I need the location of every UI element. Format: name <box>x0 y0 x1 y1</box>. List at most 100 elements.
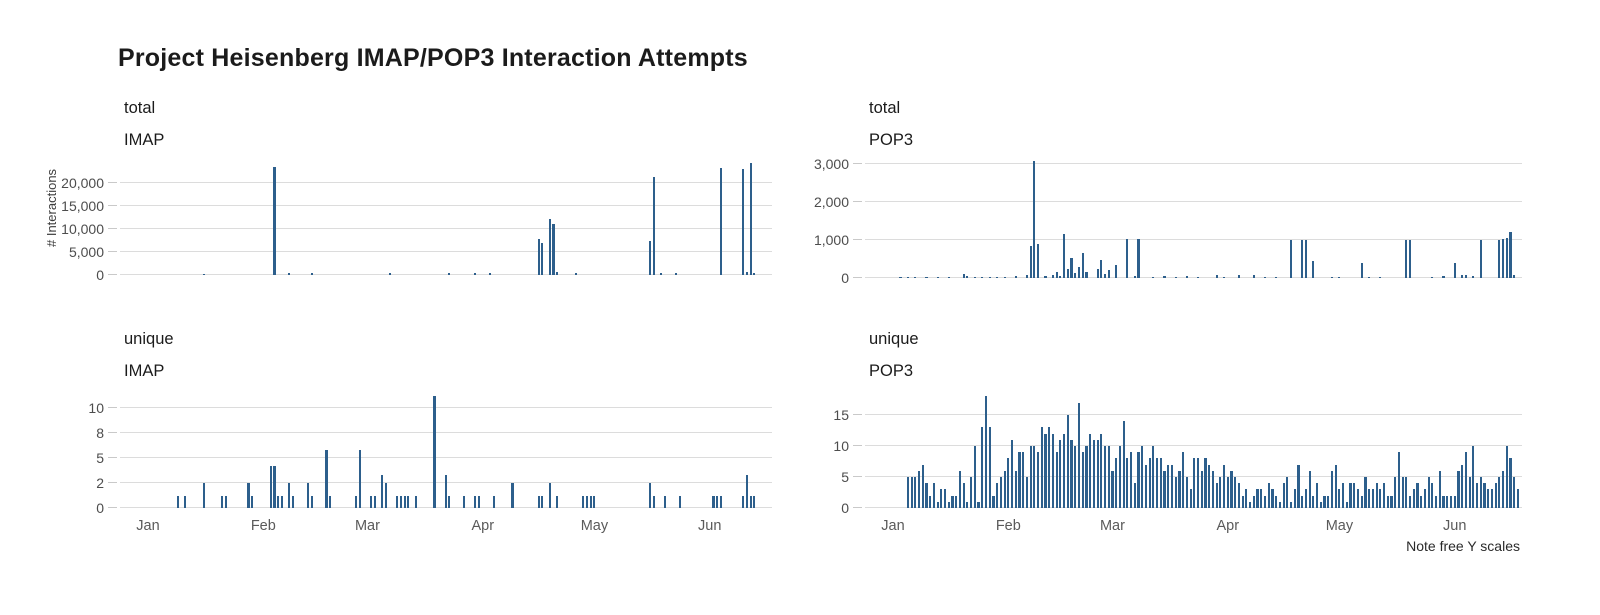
bar <box>1412 489 1415 508</box>
bar <box>1327 495 1330 508</box>
bar <box>1033 160 1036 278</box>
y-tick-mark <box>108 482 117 483</box>
bar <box>1092 439 1095 508</box>
bar <box>996 483 999 508</box>
bar <box>962 274 965 278</box>
bar <box>1301 240 1304 278</box>
x-tick-label-jun: Jun <box>1443 518 1467 534</box>
gridline <box>865 277 1522 278</box>
bar <box>1513 274 1516 278</box>
bar <box>914 477 917 508</box>
bar <box>1405 477 1408 508</box>
bar <box>678 495 682 508</box>
bar <box>269 466 272 508</box>
bar <box>548 218 551 275</box>
y-tick-mark <box>108 432 117 433</box>
bar <box>1479 240 1482 278</box>
bar <box>1029 245 1032 278</box>
bar <box>1345 501 1348 508</box>
bar <box>1472 446 1475 508</box>
x-tick-label-jan: Jan <box>881 518 905 534</box>
bar <box>1222 276 1226 278</box>
bar <box>325 449 328 508</box>
bar <box>1286 477 1289 508</box>
bar <box>492 495 496 508</box>
bar <box>1301 495 1304 508</box>
bar <box>1170 464 1174 508</box>
y-tick-label: 5 <box>841 469 849 485</box>
x-tick-label-apr: Apr <box>1216 518 1240 534</box>
bar <box>910 477 913 508</box>
x-tick-label-feb: Feb <box>250 518 276 534</box>
y-tick-label: 0 <box>96 267 104 283</box>
gridline <box>865 239 1522 240</box>
bar <box>1509 458 1512 508</box>
y-tick-label: 8 <box>96 425 104 441</box>
facet-label-total-POP3: total POP3 <box>869 99 914 149</box>
plot-unique-IMAP: 0 2 5 8 10 Jan Feb Mar Apr May Jun <box>88 385 772 534</box>
bar <box>1115 265 1118 278</box>
bar <box>1401 477 1404 508</box>
bar <box>396 495 399 508</box>
x-tick-label-may: May <box>580 518 609 534</box>
bar <box>556 272 559 275</box>
x-tick-label-apr: Apr <box>471 518 495 534</box>
bar <box>958 470 962 508</box>
bar <box>1468 477 1471 508</box>
bar <box>1215 275 1218 278</box>
bar <box>251 495 254 508</box>
gridline <box>120 457 772 458</box>
bar <box>1330 276 1334 278</box>
bar <box>1025 274 1028 278</box>
bar <box>1479 477 1482 508</box>
bar <box>370 495 373 508</box>
bar <box>537 495 540 508</box>
bar <box>1364 477 1367 508</box>
bar <box>1449 495 1453 508</box>
bar <box>973 446 976 508</box>
bar <box>541 243 544 275</box>
bar <box>970 477 973 508</box>
bar <box>1282 483 1285 508</box>
bar <box>477 495 481 508</box>
bar <box>1442 275 1445 278</box>
bar <box>1059 439 1062 508</box>
bar <box>1066 268 1069 278</box>
bar <box>652 495 655 508</box>
bar <box>463 495 466 508</box>
y-tick-label: 10,000 <box>61 221 104 237</box>
bar <box>1051 274 1055 278</box>
bar <box>1289 240 1293 278</box>
bar <box>1457 470 1460 508</box>
bar <box>649 241 652 275</box>
bar <box>1204 458 1207 508</box>
bar <box>1144 464 1148 508</box>
y-tick-label: 2,000 <box>813 194 849 210</box>
bar <box>932 483 935 508</box>
y-tick-label: 2 <box>96 475 104 491</box>
bar <box>1297 464 1300 508</box>
gridline <box>120 407 772 408</box>
bar <box>1356 489 1360 508</box>
bar <box>1408 239 1412 278</box>
bar <box>1431 483 1434 508</box>
bar <box>1516 489 1520 508</box>
bar <box>407 495 410 508</box>
bar <box>1342 483 1345 508</box>
bar <box>1304 489 1307 508</box>
bar <box>943 489 947 508</box>
bar <box>716 495 719 508</box>
bar <box>947 276 950 278</box>
bar <box>1237 274 1241 278</box>
bar <box>1379 276 1382 278</box>
bar <box>1360 495 1363 508</box>
bar <box>1003 276 1006 278</box>
y-tick-label: 20,000 <box>61 175 104 191</box>
bar <box>556 495 559 508</box>
bar <box>1085 271 1088 278</box>
bar <box>1353 483 1356 508</box>
bar <box>1081 452 1084 508</box>
bar <box>899 276 902 278</box>
bar <box>1237 483 1241 508</box>
bar <box>675 273 678 275</box>
